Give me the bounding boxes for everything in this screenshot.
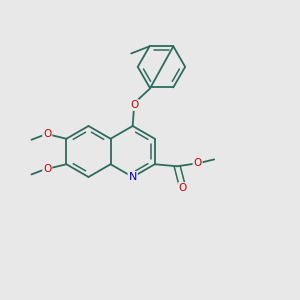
Text: O: O xyxy=(194,158,202,168)
Text: O: O xyxy=(130,100,138,110)
Text: O: O xyxy=(43,164,51,174)
Text: O: O xyxy=(179,183,187,193)
Text: N: N xyxy=(128,172,137,182)
Text: O: O xyxy=(43,129,51,139)
